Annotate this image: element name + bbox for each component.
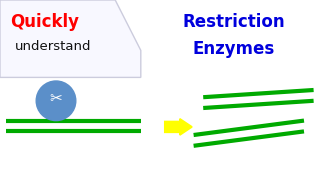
Text: Restriction: Restriction [182, 13, 285, 31]
Text: understand: understand [14, 40, 91, 53]
Text: ✂: ✂ [50, 91, 62, 107]
Text: Quickly: Quickly [10, 13, 79, 31]
Polygon shape [0, 0, 141, 77]
Ellipse shape [36, 81, 76, 121]
FancyArrow shape [165, 119, 192, 135]
Text: Enzymes: Enzymes [192, 40, 275, 58]
